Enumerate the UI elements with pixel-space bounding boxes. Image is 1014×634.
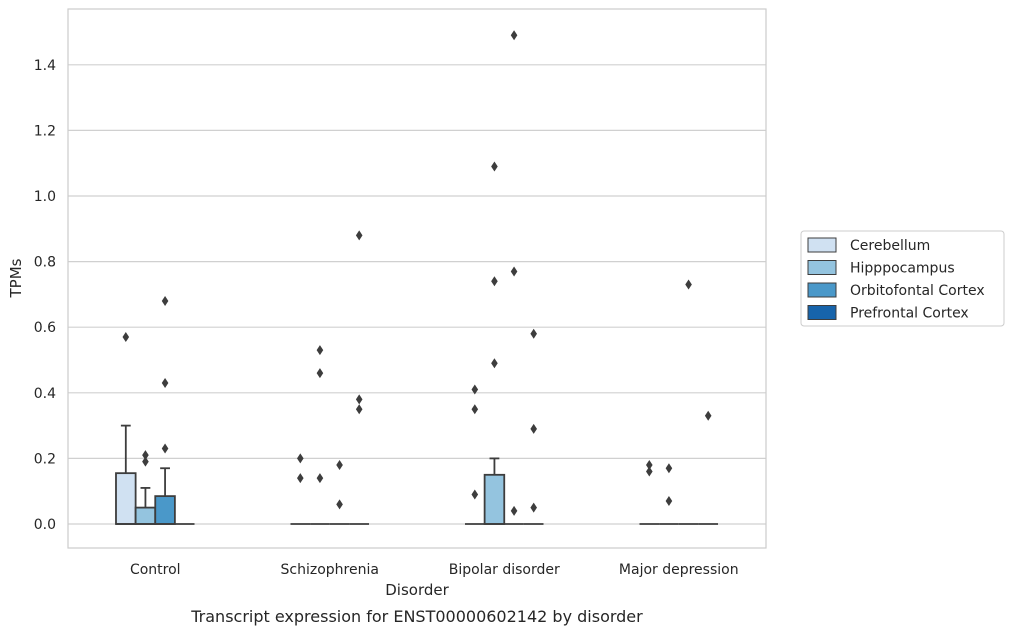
outlier-point	[316, 345, 324, 356]
y-tick-label: 1.2	[34, 123, 56, 139]
outlier-point	[665, 463, 673, 474]
y-tick-label: 1.4	[34, 58, 56, 74]
outlier-point	[530, 423, 537, 434]
outlier-point	[297, 453, 304, 464]
x-tick-label: Schizophrenia	[281, 562, 379, 578]
legend-label: Prefrontal Cortex	[850, 306, 969, 322]
outlier-point	[646, 459, 653, 470]
outlier-point	[685, 279, 692, 290]
outlier-point	[491, 276, 498, 287]
outlier-point	[161, 377, 169, 388]
y-tick-label: 0.6	[34, 320, 56, 336]
legend-label: Cerebellum	[850, 238, 930, 254]
box-orbitofontal-cortex-control	[154, 467, 176, 525]
x-tick-label: Control	[130, 562, 181, 578]
outlier-point	[336, 459, 343, 470]
outlier-point	[646, 466, 653, 477]
legend-label: Hipppocampus	[850, 261, 955, 277]
outliers	[122, 30, 712, 516]
box-cerebellum-control	[115, 424, 137, 525]
outlier-point	[142, 456, 149, 467]
outlier-point	[491, 161, 498, 172]
legend-frame	[800, 230, 1005, 327]
box-body	[134, 506, 157, 525]
y-tick-label: 0.8	[34, 255, 56, 271]
legend-item-hipppocampus: Hipppocampus	[807, 260, 955, 277]
y-tick-label: 1.0	[34, 189, 56, 205]
outlier-point	[142, 450, 149, 461]
y-axis-ticks: 0.0 0.2 0.4 0.6 0.8 1.0 1.2 1.4	[34, 58, 56, 533]
legend-item-prefrontal-cortex: Prefrontal Cortex	[807, 305, 969, 322]
y-tick-label: 0.4	[34, 386, 56, 402]
y-tick-label: 0.2	[34, 451, 56, 467]
x-axis-title: Disorder	[385, 581, 449, 599]
outlier-point	[471, 489, 479, 500]
outlier-point	[355, 230, 363, 241]
outlier-point	[704, 410, 712, 421]
outlier-point	[530, 502, 537, 513]
legend-item-orbitofontal-cortex: Orbitofontal Cortex	[807, 282, 985, 299]
x-tick-label: Bipolar disorder	[449, 562, 560, 578]
outlier-point	[530, 328, 537, 339]
outlier-point	[665, 496, 673, 507]
outlier-point	[510, 505, 518, 516]
outlier-point	[355, 394, 363, 405]
figure-caption: Transcript expression for ENST0000060214…	[190, 607, 643, 626]
box-body	[115, 472, 137, 525]
outlier-point	[161, 443, 169, 454]
outlier-point	[471, 384, 479, 395]
boxes	[115, 424, 719, 525]
outlier-point	[491, 358, 498, 369]
outlier-point	[297, 473, 304, 484]
outlier-point	[316, 368, 324, 379]
outlier-point	[355, 404, 363, 415]
outlier-point	[122, 332, 130, 343]
outlier-point	[316, 473, 324, 484]
outlier-point	[471, 404, 479, 415]
x-axis-ticks: Control Schizophrenia Bipolar disorder Majo…	[130, 562, 739, 578]
outlier-point	[510, 30, 518, 41]
legend-item-cerebellum: Cerebellum	[807, 237, 930, 254]
x-tick-label: Major depression	[619, 562, 739, 578]
legend-label: Orbitofontal Cortex	[850, 283, 985, 299]
box-body	[154, 495, 176, 525]
outlier-point	[336, 499, 343, 510]
outlier-point	[510, 266, 518, 277]
legend-swatch	[807, 305, 837, 320]
legend: Cerebellum Hipppocampus Orbitofontal Corte…	[800, 230, 1005, 327]
box-hipppocampus-control	[134, 487, 157, 525]
outlier-point	[161, 295, 169, 306]
legend-swatch	[807, 237, 837, 253]
plot-area-frame	[67, 8, 767, 549]
box-hipppocampus-bipolar-disorder	[483, 457, 506, 525]
y-tick-label: 0.0	[34, 517, 56, 533]
box-body	[483, 473, 506, 525]
legend-swatch	[807, 282, 837, 298]
y-axis-title: TPMs	[7, 258, 25, 298]
legend-swatch	[807, 260, 837, 275]
gridlines	[68, 64, 766, 525]
